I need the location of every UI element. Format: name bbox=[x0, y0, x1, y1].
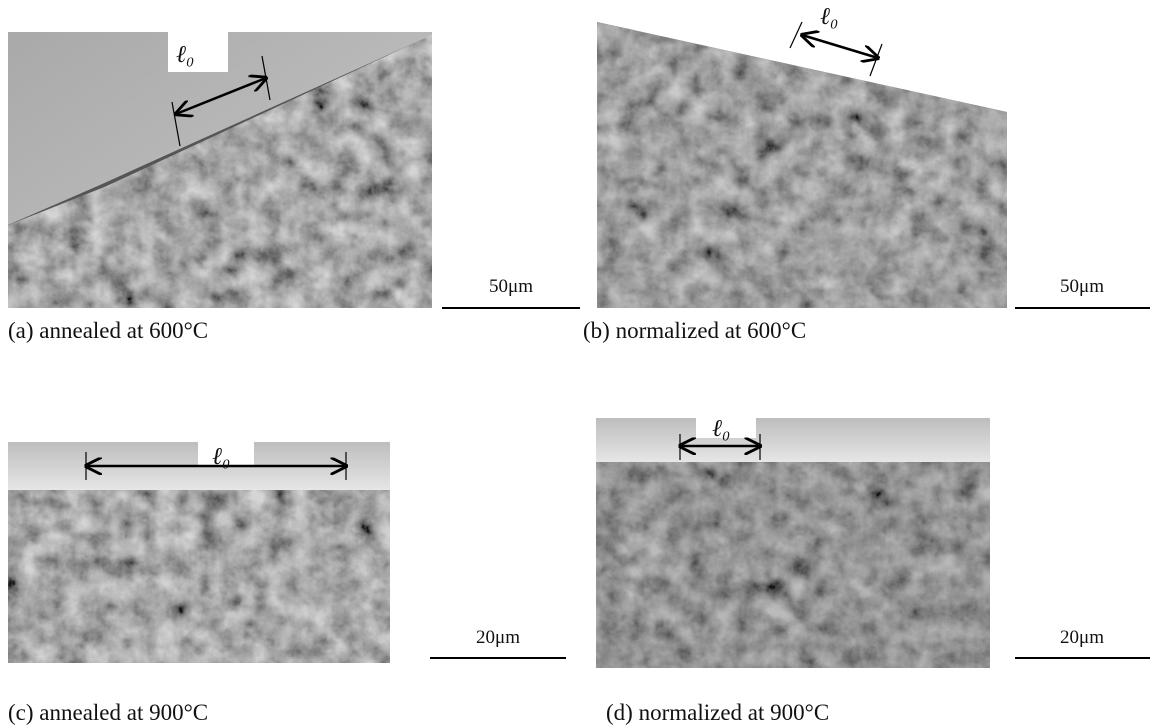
length-label: ℓ₀ bbox=[712, 416, 730, 442]
scale-label: 20μm bbox=[476, 627, 520, 648]
length-label: ℓ₀ bbox=[176, 42, 194, 68]
micrograph-d bbox=[596, 418, 990, 668]
caption: (d) normalized at 900°C bbox=[606, 700, 829, 725]
scale-label: 20μm bbox=[1060, 627, 1104, 648]
scale-label: 50μm bbox=[489, 276, 533, 297]
micrograph-b bbox=[597, 22, 1007, 308]
micrograph-a bbox=[8, 32, 432, 308]
figure: ℓ₀ ℓ₀ ℓ₀ ℓ₀ 50μm 50μm 20μm 20μm (a) anne… bbox=[0, 0, 1152, 728]
scale-label: 50μm bbox=[1060, 276, 1104, 297]
length-label: ℓ₀ bbox=[212, 444, 230, 470]
caption: (b) normalized at 600°C bbox=[583, 318, 806, 343]
micrograph-c bbox=[8, 438, 390, 663]
caption: (a) annealed at 600°C bbox=[8, 318, 208, 343]
length-label: ℓ₀ bbox=[820, 4, 838, 30]
caption: (c) annealed at 900°C bbox=[8, 700, 208, 725]
